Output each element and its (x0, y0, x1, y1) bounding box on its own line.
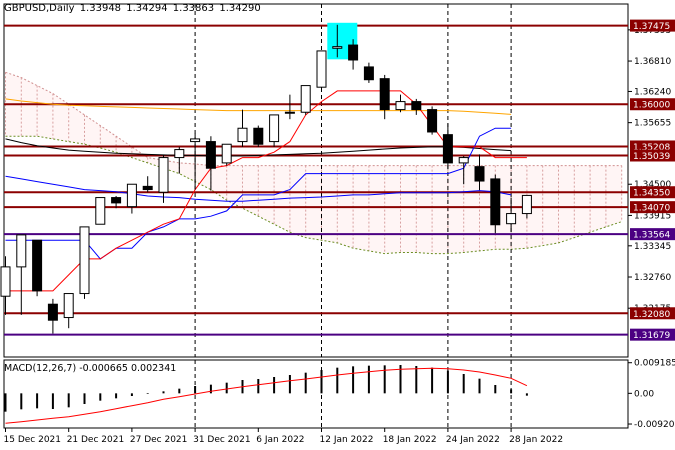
candle-body (411, 101, 422, 111)
level-price-label: 1.34070 (633, 204, 670, 214)
candle-body (237, 127, 248, 143)
candle-body (348, 44, 359, 61)
candle-body (379, 78, 390, 111)
level-price-label: 1.35208 (633, 143, 670, 153)
chart-symbol: GBPUSD,Daily (4, 3, 75, 14)
candle-body (79, 226, 90, 295)
price-tick-label: 1.35655 (634, 119, 671, 129)
chart-header: GBPUSD,Daily 1.33948 1.34294 1.33863 1.3… (4, 3, 263, 14)
date-tick-label: 28 Jan 2022 (509, 435, 563, 445)
level-price-box (630, 19, 675, 32)
senkou-span-b (5, 135, 622, 255)
macd-header: MACD(12,26,7) -0.000665 0.002341 (4, 363, 176, 374)
candle-body (332, 46, 343, 49)
chikou-line (5, 175, 512, 202)
candle-body (0, 266, 11, 297)
price-tick-label: 1.33915 (634, 211, 671, 221)
chart-low: 1.33863 (172, 3, 215, 14)
candle-body (474, 166, 485, 182)
candle-body (316, 50, 327, 88)
date-tick-label: 15 Dec 2021 (4, 435, 62, 445)
level-price-box (630, 307, 675, 320)
date-tick-label: 12 Jan 2022 (320, 435, 374, 445)
candle-body (521, 194, 532, 215)
level-price-label: 1.35039 (633, 152, 670, 162)
level-price-label: 1.37475 (633, 22, 670, 32)
candle-body (284, 111, 295, 114)
candle-body (95, 197, 106, 225)
date-tick-label: 6 Jan 2022 (256, 435, 304, 445)
date-tick-label: 24 Jan 2022 (446, 435, 500, 445)
macd-tick-label: 0.009185 (634, 359, 675, 369)
dark-ma-line (5, 138, 512, 157)
candle-body (490, 178, 501, 226)
candle-body (158, 157, 169, 193)
date-tick-label: 18 Jan 2022 (383, 435, 437, 445)
price-tick-label: 1.34500 (634, 180, 671, 190)
date-tick-label: 21 Dec 2021 (67, 435, 125, 445)
price-tick-label: 1.32760 (634, 273, 671, 283)
candle-body (142, 185, 153, 191)
macd-signal-value: 0.002341 (130, 363, 177, 374)
price-tick-label: 1.36810 (634, 57, 671, 67)
candle-body (111, 197, 122, 204)
level-price-box (630, 98, 675, 111)
level-price-label: 1.32080 (633, 310, 670, 320)
level-price-box (630, 149, 675, 162)
chart-close: 1.34290 (219, 3, 261, 14)
candle-body (363, 66, 374, 81)
macd-label: MACD(12,26,7) (4, 363, 77, 374)
candle-body (253, 127, 264, 145)
kijun-line (5, 127, 512, 260)
price-tick-label: 1.36240 (634, 87, 671, 97)
level-price-box (630, 328, 675, 341)
level-price-label: 1.33564 (633, 231, 670, 241)
candle-body (205, 141, 216, 169)
orange-ma-line (5, 98, 512, 115)
macd-signal-line (5, 367, 528, 424)
candle-body (221, 143, 232, 164)
candle-body (395, 101, 406, 111)
level-price-box (630, 140, 675, 153)
candle-body (63, 293, 74, 319)
candle-body (190, 138, 201, 143)
candle-body (269, 114, 280, 143)
price-tick-label: 1.33345 (634, 242, 671, 252)
candle-body (47, 303, 58, 321)
chart-high: 1.34294 (126, 3, 168, 14)
candle-body (300, 85, 311, 113)
level-price-box (630, 201, 675, 214)
level-price-label: 1.36000 (633, 101, 670, 111)
candle-body (442, 134, 453, 164)
level-price-box (630, 228, 675, 241)
level-price-label: 1.31679 (633, 331, 670, 341)
candle-body (427, 109, 438, 133)
tenkan-line (5, 90, 527, 292)
macd-pane-frame (3, 359, 629, 429)
senkou-span-a (5, 71, 622, 167)
date-tick-label: 31 Dec 2021 (193, 435, 251, 445)
date-tick-label: 27 Dec 2021 (130, 435, 188, 445)
candle-body (16, 234, 27, 268)
candle-body (174, 149, 185, 159)
candle-body (506, 213, 517, 225)
level-price-label: 1.34350 (633, 189, 670, 199)
macd-tick-label: -0.009206 (634, 420, 675, 430)
macd-tick-label: 0.00 (634, 389, 654, 399)
kumo-fill (5, 72, 622, 254)
candle-body (32, 239, 43, 292)
chart-open: 1.33948 (79, 3, 122, 14)
candle-body (126, 183, 137, 208)
level-price-box (630, 186, 675, 199)
macd-main-value: -0.000665 (79, 363, 128, 374)
candle-body (458, 157, 469, 164)
